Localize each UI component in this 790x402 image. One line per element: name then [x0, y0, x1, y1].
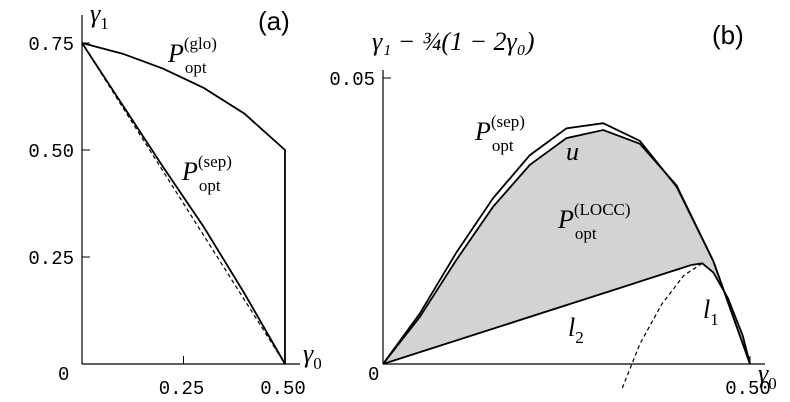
curve [382, 129, 751, 365]
curve-label: l1 [703, 295, 719, 329]
curve [81, 42, 286, 365]
curve-label-base: P [181, 157, 198, 186]
x-tick-label: 0.50 [260, 378, 306, 400]
curve [382, 264, 692, 365]
x-axis-label-sub: 0 [768, 374, 777, 393]
curve [621, 262, 703, 389]
curve-label: l2 [568, 313, 584, 347]
y-axis-label: γ₁ − ¾(1 − 2γ₀) [372, 27, 534, 56]
origin-label: 0 [58, 364, 69, 386]
curve-label-sup: (sep) [491, 112, 525, 131]
curve-label: P(LOCC) opt [557, 200, 631, 243]
y-axis-label-sub: 1 [100, 14, 109, 33]
curve-label: u [566, 137, 579, 166]
curve-label-base: l [568, 313, 575, 342]
y-tick-label: 0.75 [28, 34, 74, 56]
y-axis-label-base: γ₁ − ¾(1 − 2γ₀) [372, 27, 534, 56]
curve-label-sup: (LOCC) [574, 200, 631, 219]
curve-label: P(glo) opt [167, 34, 217, 77]
x-axis-label-sub: 0 [313, 354, 322, 373]
curve [81, 42, 286, 365]
curve-label-sup: (sep) [198, 152, 232, 171]
curve-label-sup: (glo) [184, 34, 217, 53]
curve-label-sub: opt [185, 58, 207, 77]
x-tick-label: 0.50 [725, 378, 771, 400]
curve-label-sub: 2 [575, 328, 584, 347]
x-axis-label-base: γ [303, 339, 314, 368]
curve-label-sub: opt [492, 136, 514, 155]
curve [81, 42, 286, 364]
y-tick-label: 0.25 [28, 248, 74, 270]
x-axis-label: γ0 [758, 359, 777, 393]
shaded-region [383, 130, 750, 364]
curve-label-sub: opt [199, 176, 221, 195]
y-axis-label-base: γ [90, 0, 101, 28]
x-axis-label: γ0 [303, 339, 322, 373]
y-tick-label: 0.05 [329, 69, 375, 91]
curve-label-sub: opt [575, 224, 597, 243]
curve-label-sub: 1 [710, 310, 719, 329]
curve-label: P(sep) opt [474, 112, 525, 155]
curve-label-base: u [566, 137, 579, 166]
curve-label: P(sep) opt [181, 152, 232, 195]
panel-label: (a) [258, 6, 290, 36]
curve-label-base: P [557, 205, 574, 234]
y-tick-label: 0.50 [28, 141, 74, 163]
origin-label: 0 [368, 364, 379, 386]
x-axis-label-base: γ [758, 359, 769, 388]
curve [691, 262, 751, 365]
curve-label-base: P [167, 39, 184, 68]
curve-label-base: P [474, 117, 491, 146]
y-axis-label: γ1 [90, 0, 109, 33]
curve-label-base: l [703, 295, 710, 324]
panel-label: (b) [712, 20, 744, 50]
x-tick-label: 0.25 [159, 378, 205, 400]
